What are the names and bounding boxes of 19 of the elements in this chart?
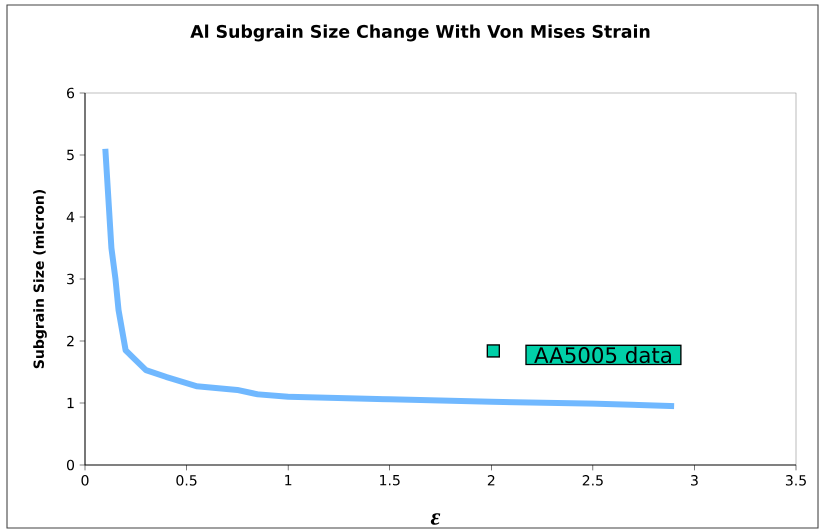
series-label: AA5005 data [534, 346, 671, 364]
x-tick-label: 2 [488, 475, 494, 486]
y-tick-label: 6 [67, 88, 74, 98]
chart-title: Al Subgrain Size Change With Von Mises Strain [190, 24, 650, 42]
x-tick-label: 1.5 [380, 475, 400, 486]
y-tick-label: 0 [66, 460, 74, 470]
x-tick-label: 0.5 [176, 475, 196, 486]
y-tick-label: 2 [67, 336, 74, 346]
y-tick-label: 3 [67, 274, 74, 284]
x-tick-label: 3.5 [786, 475, 806, 486]
y-tick-label: 4 [66, 212, 74, 222]
x-tick-label: 3 [691, 475, 698, 486]
x-tick-label: 2.5 [582, 475, 603, 486]
x-axis-title: ε [430, 513, 440, 525]
x-tick-label: 1 [285, 475, 292, 486]
y-axis-title: Subgrain Size (micron) [33, 190, 47, 368]
y-tick-label: 5 [67, 150, 74, 160]
y-tick-label: 1 [68, 398, 74, 408]
x-tick-label: 0 [81, 475, 89, 486]
